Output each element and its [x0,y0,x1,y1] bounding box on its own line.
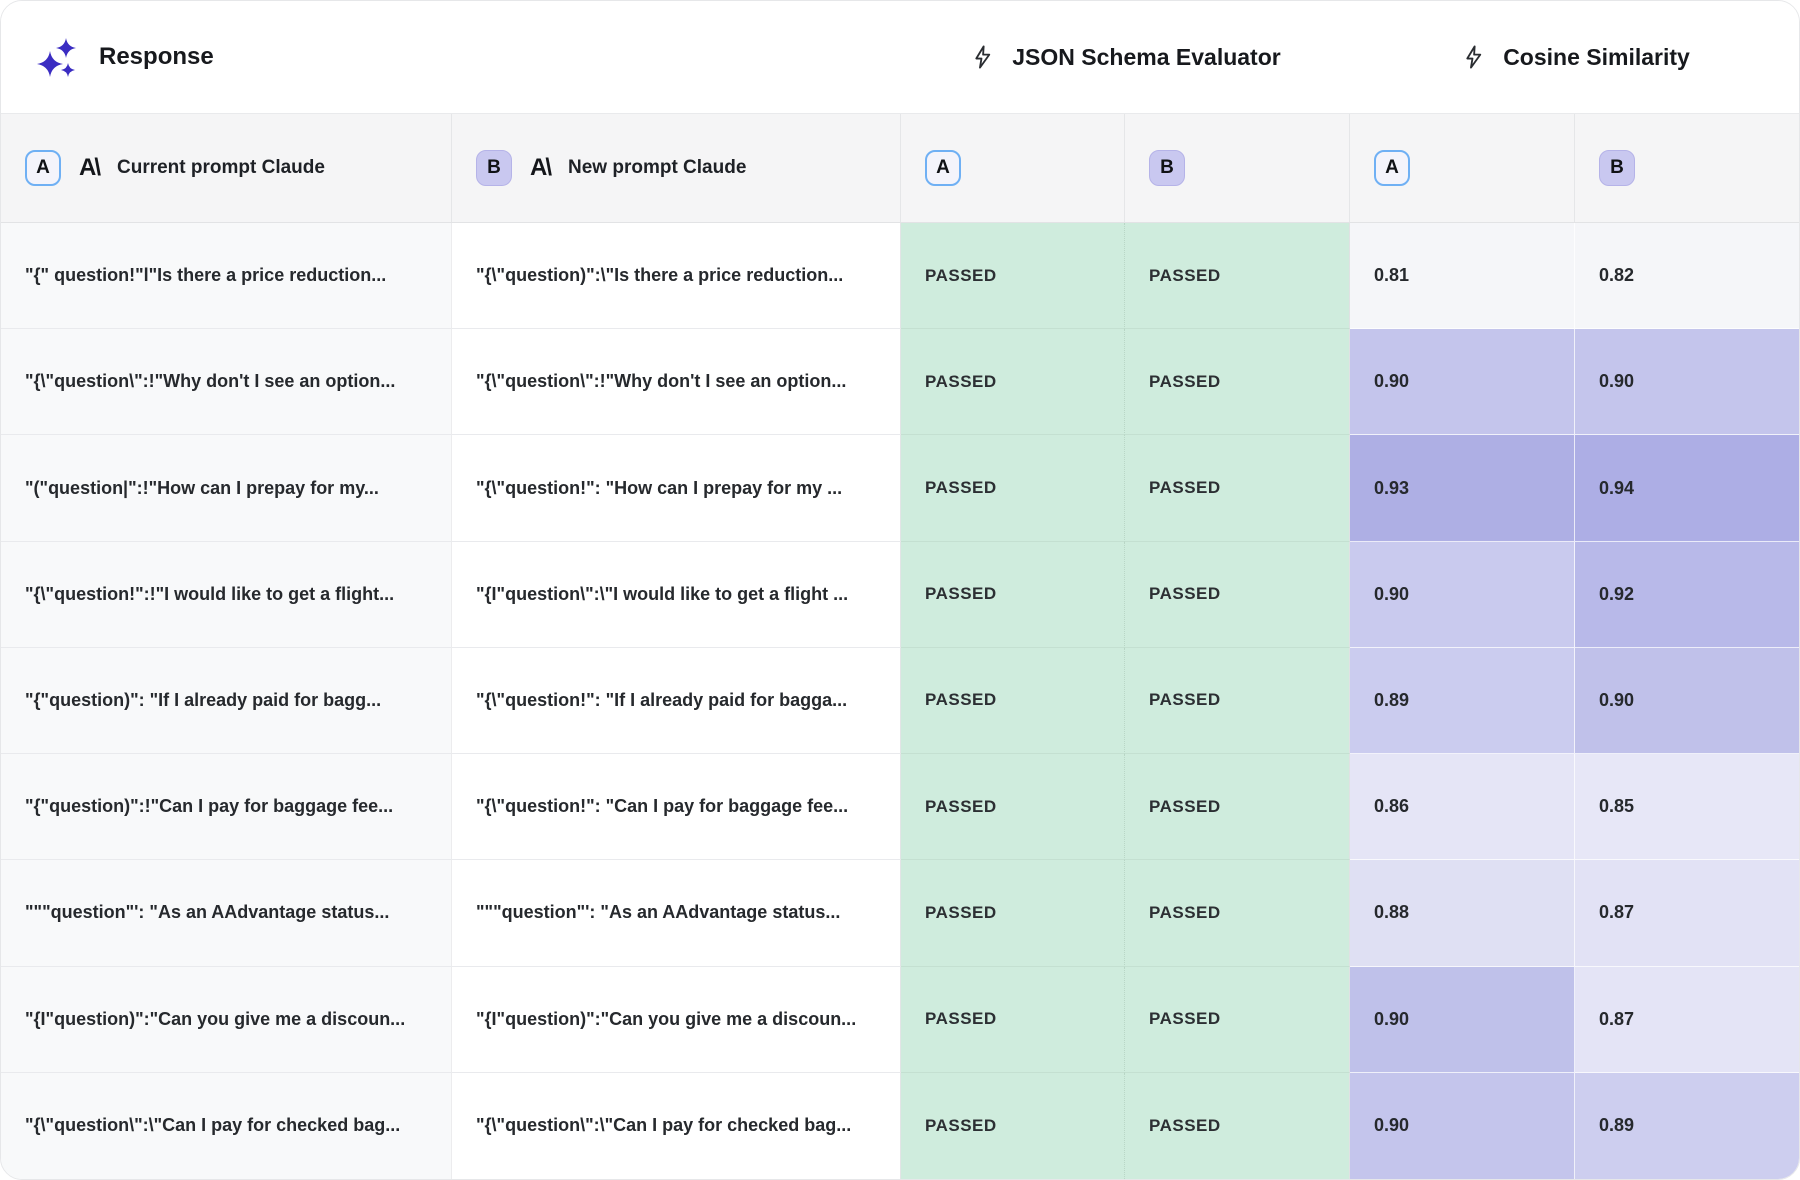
prompt-a-cell[interactable]: "{" question!"l"Is there a price reducti… [1,223,452,330]
response-title: Response [99,43,214,70]
prompt-a-cell[interactable]: """question"': "As an AAdvantage status.… [1,860,452,967]
cosine-b-cell[interactable]: 0.82 [1575,223,1799,330]
cosine-a-cell[interactable]: 0.90 [1350,541,1575,648]
variant-a-badge: A [25,150,61,186]
json-eval-a-cell[interactable]: PASSED [901,860,1125,967]
prompt-b-cell[interactable]: "{\"question)":\"Is there a price reduct… [452,223,901,330]
prompt-b-cell[interactable]: "{\"question\":\"Can I pay for checked b… [452,1072,901,1179]
json-eval-a-cell[interactable]: PASSED [901,329,1125,436]
json-eval-a-cell[interactable]: PASSED [901,966,1125,1073]
json-eval-b-cell[interactable]: PASSED [1125,966,1350,1073]
json-eval-b-cell[interactable]: PASSED [1125,435,1350,542]
table-row: "{" question!"l"Is there a price reducti… [1,223,1799,330]
table-row: """question"': "As an AAdvantage status.… [1,860,1799,967]
variant-a-badge: A [1374,150,1410,186]
lightning-icon [1466,45,1482,69]
prompt-a-cell[interactable]: "{I"question)":"Can you give me a discou… [1,966,452,1073]
evaluator-cosine-title: Cosine Similarity [1350,43,1799,71]
prompt-a-cell[interactable]: "{\"question!":!"I would like to get a f… [1,541,452,648]
prompt-b-cell[interactable]: "{\"question!": "How can I prepay for my… [452,435,901,542]
cosine-b-cell[interactable]: 0.90 [1575,329,1799,436]
cosine-a-cell[interactable]: 0.86 [1350,754,1575,861]
json-eval-a-cell[interactable]: PASSED [901,435,1125,542]
json-eval-a-cell[interactable]: PASSED [901,754,1125,861]
json-eval-b-cell[interactable]: PASSED [1125,754,1350,861]
variant-b-badge: B [1599,150,1635,186]
json-eval-a-cell[interactable]: PASSED [901,223,1125,330]
column-header-json-a[interactable]: A [901,114,1125,222]
json-eval-b-cell[interactable]: PASSED [1125,223,1350,330]
table-row: "{"question)": "If I already paid for ba… [1,647,1799,755]
top-header: Response JSON Schema Evaluator Cosine Si… [1,1,1799,113]
cosine-b-cell[interactable]: 0.85 [1575,754,1799,861]
cosine-b-cell[interactable]: 0.87 [1575,966,1799,1073]
evaluator-cosine-label: Cosine Similarity [1503,43,1690,70]
column-header-prompt-a[interactable]: A A\ Current prompt Claude [1,114,452,222]
cosine-a-cell[interactable]: 0.93 [1350,435,1575,542]
table-row: "{I"question)":"Can you give me a discou… [1,966,1799,1073]
variant-b-badge: B [476,150,512,186]
table-row: "{"question)":!"Can I pay for baggage fe… [1,754,1799,861]
prompt-b-cell[interactable]: "{\"question!": "If I already paid for b… [452,647,901,755]
cosine-a-cell[interactable]: 0.88 [1350,860,1575,967]
json-eval-a-cell[interactable]: PASSED [901,541,1125,648]
cosine-a-cell[interactable]: 0.89 [1350,647,1575,755]
table-row: "{\"question\":\"Can I pay for checked b… [1,1072,1799,1179]
table-row: "{\"question!":!"I would like to get a f… [1,541,1799,648]
variant-a-badge: A [925,150,961,186]
column-header-label: New prompt Claude [568,157,747,178]
column-header-json-b[interactable]: B [1125,114,1350,222]
column-header-prompt-b[interactable]: B A\ New prompt Claude [452,114,901,222]
cosine-b-cell[interactable]: 0.94 [1575,435,1799,542]
json-eval-b-cell[interactable]: PASSED [1125,329,1350,436]
lightning-icon [975,45,991,69]
column-header-cosine-a[interactable]: A [1350,114,1575,222]
cosine-a-cell[interactable]: 0.81 [1350,223,1575,330]
column-header-row: A A\ Current prompt Claude B A\ New prom… [1,113,1799,223]
json-eval-a-cell[interactable]: PASSED [901,1072,1125,1179]
cosine-a-cell[interactable]: 0.90 [1350,1072,1575,1179]
cosine-a-cell[interactable]: 0.90 [1350,329,1575,436]
variant-b-badge: B [1149,150,1185,186]
evaluator-json-schema-title: JSON Schema Evaluator [901,44,1350,71]
prompt-b-cell[interactable]: "{\"question\":!"Why don't I see an opti… [452,329,901,436]
prompt-b-cell[interactable]: "{I"question\":\"I would like to get a f… [452,541,901,648]
json-eval-a-cell[interactable]: PASSED [901,647,1125,755]
prompt-a-cell[interactable]: "{"question)": "If I already paid for ba… [1,647,452,755]
prompt-b-cell[interactable]: """question"': "As an AAdvantage status.… [452,860,901,967]
anthropic-logo-icon: A\ [530,154,552,181]
prompt-a-cell[interactable]: "("question|":!"How can I prepay for my.… [1,435,452,542]
table-body: "{" question!"l"Is there a price reducti… [1,223,1799,1179]
column-header-cosine-b[interactable]: B [1575,114,1799,222]
json-eval-b-cell[interactable]: PASSED [1125,647,1350,755]
cosine-b-cell[interactable]: 0.87 [1575,860,1799,967]
prompt-b-cell[interactable]: "{\"question!": "Can I pay for baggage f… [452,754,901,861]
anthropic-logo-icon: A\ [79,154,101,181]
prompt-a-cell[interactable]: "{"question)":!"Can I pay for baggage fe… [1,754,452,861]
json-eval-b-cell[interactable]: PASSED [1125,860,1350,967]
cosine-b-cell[interactable]: 0.90 [1575,647,1799,755]
cosine-b-cell[interactable]: 0.92 [1575,541,1799,648]
sparkles-icon [37,38,76,77]
cosine-a-cell[interactable]: 0.90 [1350,966,1575,1073]
cosine-b-cell[interactable]: 0.89 [1575,1072,1799,1179]
prompt-a-cell[interactable]: "{\"question\":!"Why don't I see an opti… [1,329,452,436]
prompt-b-cell[interactable]: "{I"question)":"Can you give me a discou… [452,966,901,1073]
json-eval-b-cell[interactable]: PASSED [1125,541,1350,648]
json-eval-b-cell[interactable]: PASSED [1125,1072,1350,1179]
evaluator-json-schema-label: JSON Schema Evaluator [1012,43,1281,70]
table-row: "("question|":!"How can I prepay for my.… [1,435,1799,542]
prompt-a-cell[interactable]: "{\"question\":\"Can I pay for checked b… [1,1072,452,1179]
table-row: "{\"question\":!"Why don't I see an opti… [1,329,1799,436]
column-header-label: Current prompt Claude [117,157,325,178]
